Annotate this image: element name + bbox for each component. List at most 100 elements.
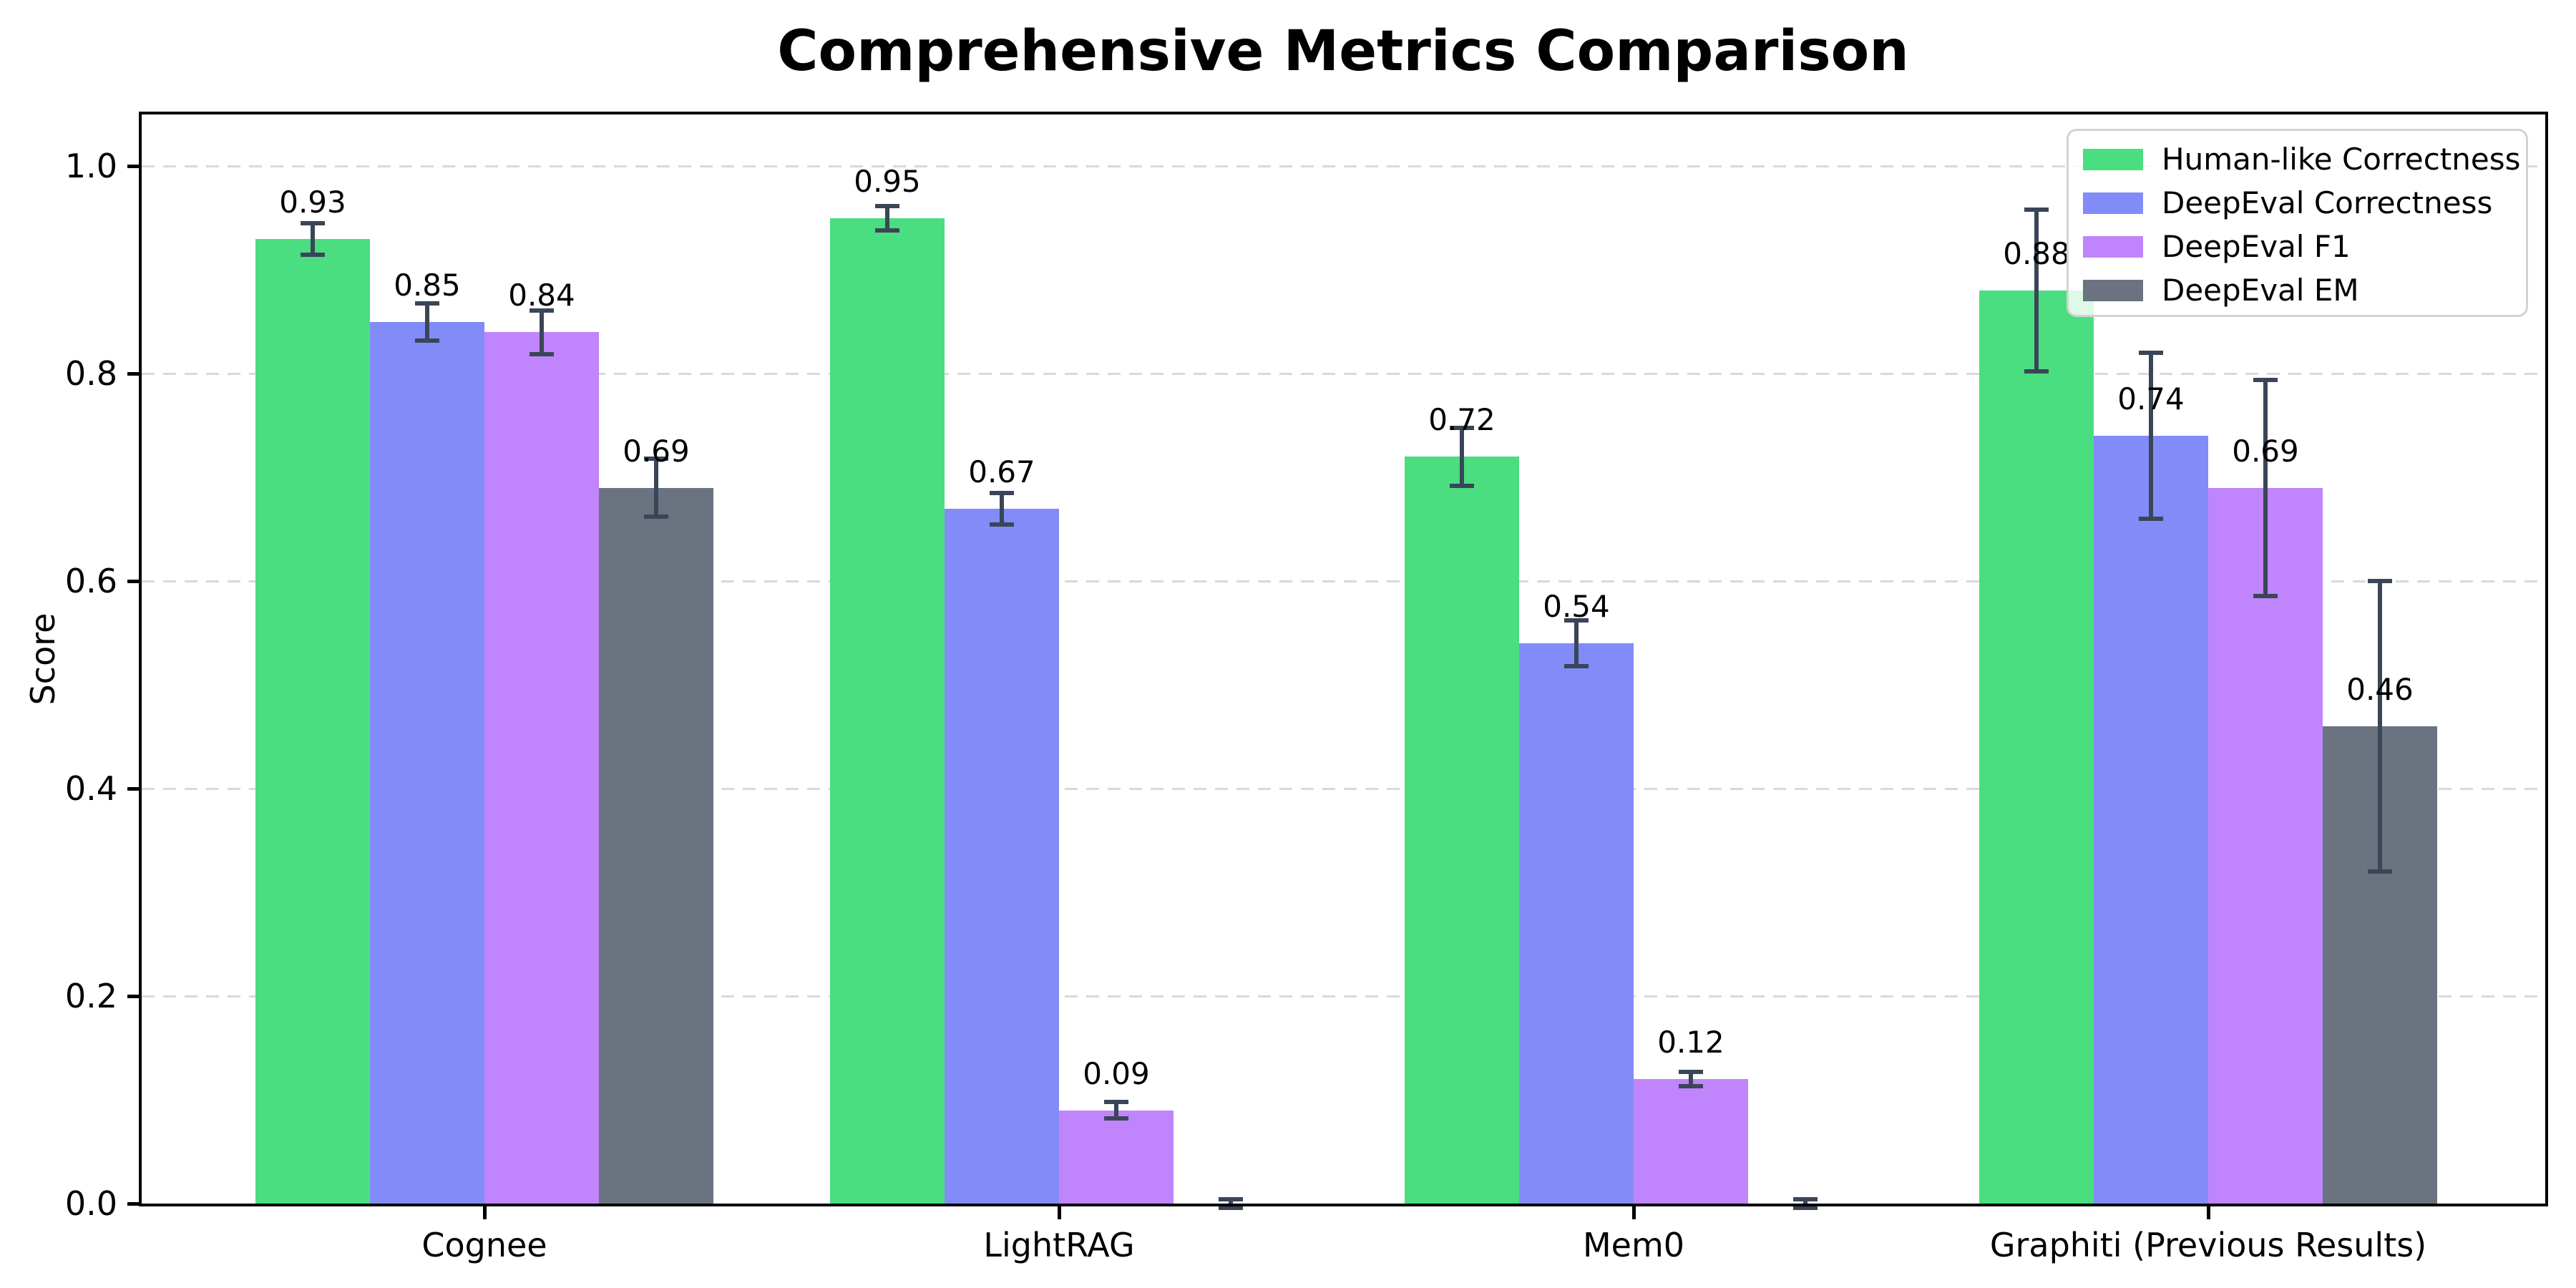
error-bar [1689, 1071, 1693, 1087]
error-bar-cap [530, 351, 554, 356]
bar [1405, 457, 1519, 1204]
gridline [142, 372, 2545, 375]
error-bar [425, 303, 429, 341]
bar-value-label: 0.74 [2117, 381, 2185, 417]
error-bar-cap [1450, 425, 1474, 430]
bar-value-label: 0.93 [279, 184, 346, 220]
gridline [142, 165, 2545, 167]
error-bar [1114, 1101, 1118, 1119]
bar-value-label: 0.12 [1657, 1025, 1724, 1060]
error-bar [2378, 581, 2382, 872]
x-tick-mark [482, 1206, 487, 1219]
legend-item: DeepEval Correctness [2069, 181, 2526, 225]
error-bar [1574, 620, 1579, 667]
error-bar-cap [2253, 378, 2278, 383]
legend-label: DeepEval F1 [2162, 228, 2351, 264]
y-tick-mark [127, 579, 139, 583]
y-tick-mark [127, 371, 139, 376]
error-bar-cap [2368, 869, 2392, 874]
error-bar-cap [2024, 208, 2049, 213]
bar-value-label: 0.69 [623, 433, 690, 469]
error-bar-cap [301, 221, 325, 226]
error-bar [540, 310, 544, 354]
y-tick-mark [127, 786, 139, 791]
bar [1979, 291, 2094, 1204]
legend-label: DeepEval Correctness [2162, 185, 2493, 220]
legend-item: DeepEval F1 [2069, 225, 2526, 268]
bar-value-label: 0.46 [2346, 672, 2414, 708]
bar [2094, 436, 2208, 1204]
bar [1059, 1110, 1174, 1204]
legend-item: DeepEval EM [2069, 268, 2526, 312]
y-tick-mark [127, 994, 139, 998]
bar-value-label: 0.85 [394, 267, 461, 303]
bar-value-label: 0.72 [1428, 402, 1496, 438]
bar-value-label: 0.09 [1083, 1055, 1150, 1091]
error-bar [1803, 1199, 1807, 1208]
error-bar [311, 223, 315, 255]
x-tick-mark [1057, 1206, 1061, 1219]
error-bar-cap [990, 522, 1014, 527]
error-bar-cap [644, 514, 668, 519]
gridline [142, 787, 2545, 790]
error-bar [1229, 1199, 1233, 1208]
bar-value-label: 0.69 [2232, 433, 2299, 469]
y-tick-label: 0.0 [64, 1184, 117, 1223]
error-bar-cap [1793, 1197, 1818, 1202]
error-bar [1460, 427, 1464, 486]
bar [945, 508, 1059, 1204]
bar-value-label: 0.95 [854, 163, 921, 199]
bar-value-label: 0.67 [968, 454, 1035, 489]
x-tick-label: Graphiti (Previous Results) [1989, 1226, 2427, 1264]
error-bar-cap [1679, 1069, 1703, 1074]
bar [1519, 643, 1634, 1204]
error-bar-cap [530, 308, 554, 313]
y-tick-label: 0.6 [64, 562, 117, 601]
error-bar-cap [1104, 1116, 1128, 1121]
error-bar-cap [1679, 1084, 1703, 1089]
bar-value-label: 0.84 [508, 278, 575, 313]
error-bar-cap [644, 457, 668, 462]
error-bar-cap [415, 338, 439, 343]
error-bar [2263, 380, 2268, 596]
error-bar-cap [1219, 1197, 1243, 1202]
chart-title: Comprehensive Metrics Comparison [777, 19, 1909, 84]
error-bar [1000, 493, 1004, 525]
gridline [142, 995, 2545, 997]
legend-swatch [2083, 279, 2143, 301]
legend: Human-like Correctness DeepEval Correctne… [2067, 129, 2528, 317]
error-bar-cap [1793, 1205, 1818, 1210]
bar [1634, 1079, 1748, 1204]
bar [370, 321, 484, 1204]
error-bar-cap [1564, 618, 1589, 623]
bar [830, 218, 945, 1204]
error-bar [885, 205, 889, 231]
error-bar [654, 459, 658, 517]
error-bar-cap [2024, 369, 2049, 374]
x-tick-label: Mem0 [1582, 1226, 1685, 1264]
y-axis-label: Score [24, 613, 62, 706]
legend-swatch [2083, 192, 2143, 214]
error-bar-cap [2139, 351, 2163, 356]
error-bar-cap [990, 491, 1014, 496]
error-bar-cap [415, 301, 439, 306]
error-bar-cap [875, 203, 899, 208]
bar [255, 238, 370, 1204]
y-tick-label: 0.2 [64, 977, 117, 1016]
x-tick-label: Cognee [421, 1226, 547, 1264]
error-bar-cap [301, 252, 325, 257]
y-tick-mark [127, 164, 139, 168]
legend-item: Human-like Correctness [2069, 137, 2526, 181]
legend-label: Human-like Correctness [2162, 141, 2521, 177]
bar [599, 487, 713, 1204]
error-bar [2149, 353, 2153, 519]
bar [2208, 487, 2323, 1204]
y-tick-mark [127, 1201, 139, 1206]
error-bar-cap [1104, 1099, 1128, 1104]
x-tick-mark [1631, 1206, 1636, 1219]
x-tick-label: LightRAG [983, 1226, 1135, 1264]
bar-value-label: 0.88 [2003, 236, 2070, 272]
gridline [142, 580, 2545, 582]
bar [484, 332, 599, 1204]
x-tick-mark [2206, 1206, 2210, 1219]
